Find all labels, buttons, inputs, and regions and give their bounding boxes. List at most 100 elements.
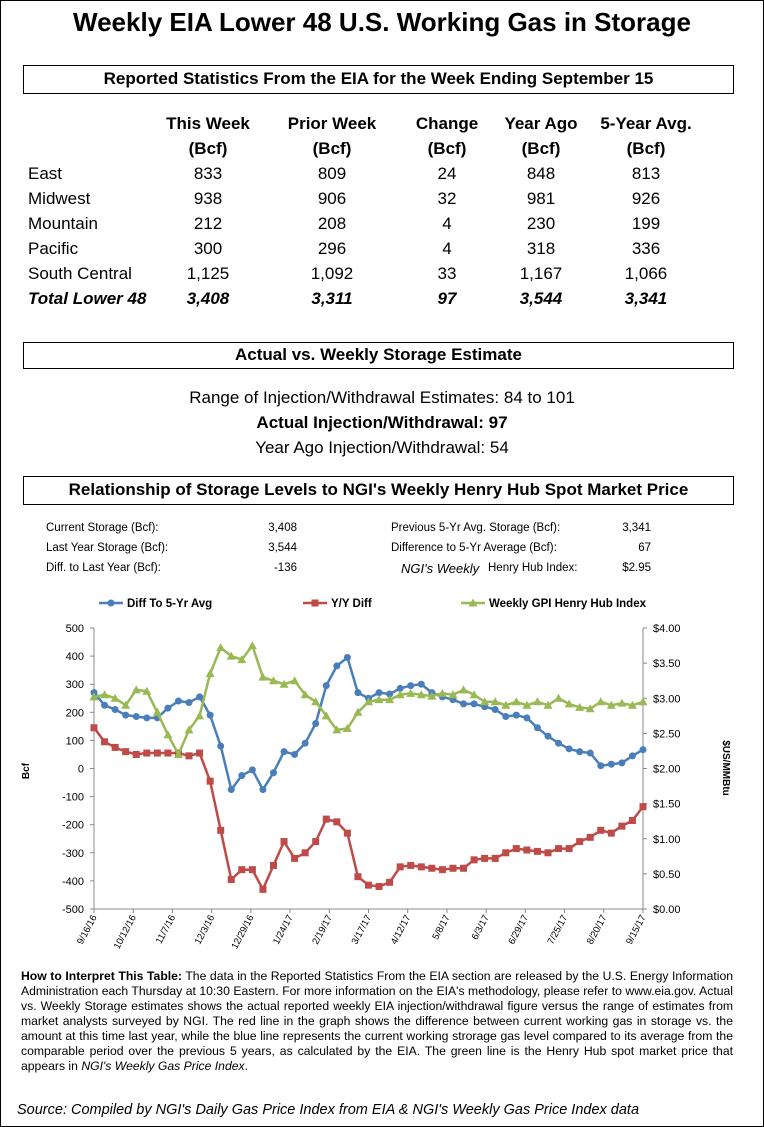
stat-value: 3,341: [622, 522, 651, 534]
point: [132, 713, 140, 721]
notes-italic: NGI's Weekly Gas Price Index: [81, 1059, 245, 1073]
point: [311, 697, 321, 706]
estimate-label: Year Ago Injection/Withdrawal:: [255, 438, 486, 457]
point: [312, 838, 320, 846]
point: [597, 826, 605, 834]
point: [586, 833, 594, 841]
point: [89, 692, 99, 701]
stat-label: Last Year Storage (Bcf):: [46, 542, 169, 554]
point: [375, 883, 383, 891]
notes-lead: How to Interpret This Table:: [21, 969, 182, 983]
point: [565, 845, 573, 853]
column-header: (Bcf): [521, 139, 561, 158]
x-tick-label: 6/3/17: [470, 913, 492, 941]
stat-label: Diff. to Last Year (Bcf):: [46, 562, 161, 574]
point: [121, 700, 131, 709]
estimate-line: Range of Injection/Withdrawal Estimates:…: [1, 388, 763, 408]
y2-tick-label: $0.00: [653, 904, 681, 916]
point: [332, 725, 342, 734]
point: [259, 885, 267, 893]
point: [227, 875, 235, 883]
x-tick-label: 7/25/17: [546, 913, 571, 946]
point: [576, 748, 584, 756]
point: [502, 713, 510, 721]
point: [523, 846, 531, 854]
point: [417, 680, 425, 688]
stat-value: -136: [273, 562, 297, 574]
chart: -500 -400 -300 -200 -100 0 100 200 300 400 500 $0.0…: [21, 598, 731, 951]
point: [544, 849, 552, 857]
point: [469, 690, 479, 699]
point: [185, 698, 193, 706]
x-tick-label: 9/16/16: [75, 913, 100, 946]
point: [196, 693, 204, 701]
point: [269, 769, 277, 777]
point: [342, 723, 352, 732]
point: [523, 714, 531, 722]
point: [333, 818, 341, 826]
point: [226, 651, 236, 660]
table-cell: 212: [193, 214, 223, 233]
table-cell: 208: [317, 214, 347, 233]
table-cell: 848: [526, 164, 556, 183]
point: [354, 873, 362, 881]
estimate-line: Actual Injection/Withdrawal: 97: [1, 413, 763, 433]
point: [205, 669, 215, 678]
table-cell: 3,544: [519, 289, 563, 308]
table-cell: 1,167: [519, 264, 563, 283]
point: [322, 815, 330, 823]
y-tick-label: 100: [66, 735, 84, 747]
point: [196, 749, 204, 757]
table-cell: 318: [526, 239, 556, 258]
table-cell: 1,066: [624, 264, 668, 283]
section-heading: Reported Statistics From the EIA for the…: [23, 65, 734, 94]
notes-text: The data in the Reported Statistics From…: [21, 969, 733, 1073]
point: [291, 750, 299, 758]
y2-tick-label: $0.50: [653, 869, 681, 881]
point: [333, 662, 341, 670]
point: [143, 714, 151, 722]
point: [533, 847, 541, 855]
table-cell: 906: [317, 189, 347, 208]
column-header: (Bcf): [427, 139, 467, 158]
table-cell: 981: [526, 189, 556, 208]
estimate-line: Year Ago Injection/Withdrawal: 54: [1, 438, 763, 458]
point: [195, 711, 205, 720]
point: [101, 701, 109, 709]
row-label: Pacific: [28, 239, 79, 258]
column-header: 5-Year Avg.: [600, 114, 692, 133]
table-cell: 296: [317, 239, 347, 258]
point: [639, 803, 647, 811]
point: [110, 693, 120, 702]
y2-tick-label: $2.50: [653, 728, 681, 740]
point: [491, 705, 499, 713]
point: [153, 749, 161, 757]
y2-tick-label: $3.00: [653, 693, 681, 705]
point: [237, 655, 247, 664]
y-tick-label: 500: [66, 623, 84, 635]
point: [300, 690, 310, 699]
column-header: (Bcf): [188, 139, 228, 158]
point: [217, 742, 225, 750]
row-label: Total Lower 48: [28, 289, 147, 308]
point: [501, 700, 511, 709]
point: [343, 829, 351, 837]
point: [428, 864, 436, 872]
point: [470, 700, 478, 708]
table-cell: 32: [437, 189, 457, 208]
point: [417, 863, 425, 871]
y-tick-label: -200: [62, 820, 84, 832]
point: [111, 743, 119, 751]
point: [575, 702, 585, 711]
point: [512, 711, 520, 719]
point: [173, 749, 183, 758]
point: [427, 691, 437, 700]
point: [628, 816, 636, 824]
x-tick-label: 6/29/17: [506, 913, 531, 946]
table-cell: 4: [442, 214, 452, 233]
point: [406, 688, 416, 697]
point: [122, 711, 130, 719]
point: [90, 724, 98, 732]
point: [321, 711, 331, 720]
point: [247, 641, 257, 650]
